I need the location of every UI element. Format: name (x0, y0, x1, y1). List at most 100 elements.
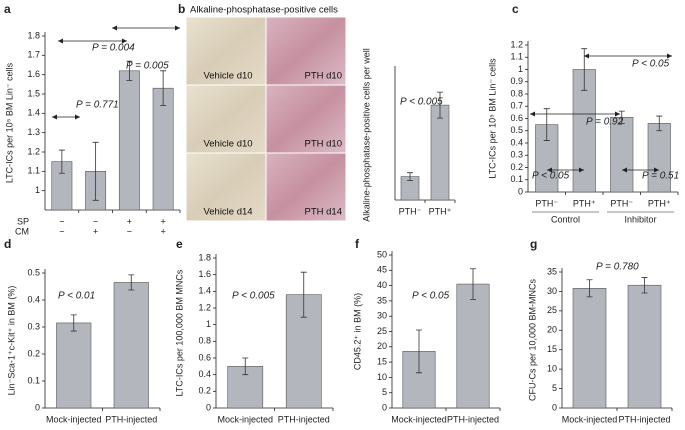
y-tick-label: 1 (206, 319, 211, 329)
y-tick-label: 0.6 (510, 113, 523, 123)
y-tick-label: 0.7 (510, 101, 523, 111)
x-tick-label: PTH⁻ (610, 198, 633, 208)
y-tick-label: 0.2 (27, 348, 40, 358)
y-tick-label: 1.2 (27, 146, 40, 156)
y-tick-label: 0 (552, 402, 557, 412)
y-tick-label: 1.2 (198, 302, 211, 312)
y-tick-label: 0.3 (27, 321, 40, 331)
y-tick-label: 0.2 (198, 386, 211, 396)
y-axis-label: CFU-Cs per 10,000 BM-MNCs (527, 278, 537, 401)
micrograph (185, 16, 267, 86)
x-tick-label: PTH-injected (618, 414, 670, 424)
y-tick-label: 0.1 (27, 375, 40, 385)
p-value-annotation: P < 0.005 (400, 97, 443, 108)
y-tick-label: 1.1 (510, 52, 523, 62)
y-tick-label: 0.2 (510, 162, 523, 172)
x-tick-label: PTH⁻ (399, 206, 422, 216)
p-value-annotation: P < 0.01 (58, 291, 95, 302)
x-tick-label: PTH⁺ (429, 206, 452, 216)
bar (152, 87, 174, 211)
category-row-value: + (127, 216, 132, 226)
y-tick-label: 15 (377, 356, 387, 366)
x-tick-label: Mock-injected (217, 414, 273, 424)
error-bar (416, 329, 422, 374)
y-tick-label: 0.8 (510, 88, 523, 98)
y-tick-label: 1.8 (27, 30, 40, 40)
y-axis-label: LTC-ICs per 10⁵ BM Lin⁻ cells (487, 58, 497, 179)
y-tick-label: 0 (382, 402, 387, 412)
bar (113, 282, 149, 409)
error-bar (407, 172, 413, 181)
p-value-annotation: P = 0.51 (642, 171, 679, 182)
y-tick-label: 40 (377, 280, 387, 290)
y-tick-label: 0 (206, 402, 211, 412)
bar (118, 70, 140, 211)
y-tick-label: 0.9 (510, 76, 523, 86)
y-tick-label: 30 (377, 311, 387, 321)
y-tick-label: 25 (377, 326, 387, 336)
x-tick-label: Mock-injected (46, 414, 102, 424)
bar (430, 104, 450, 201)
micrograph (265, 84, 347, 154)
y-tick-label: 0.4 (510, 137, 523, 147)
micrograph-label: Vehicle d14 (203, 207, 252, 218)
micrograph-label: PTH d14 (305, 207, 343, 218)
y-axis-label: LTC-ICs per 10⁵ BM Lin⁻ cells (4, 62, 14, 183)
y-tick-label: 1.4 (198, 286, 211, 296)
y-tick-label: 1 (35, 185, 40, 195)
micrograph-label: Vehicle d10 (203, 71, 252, 82)
y-tick-label: 5 (552, 383, 557, 393)
y-tick-label: 10 (377, 372, 387, 382)
micrograph-label: PTH d10 (305, 139, 343, 150)
x-tick-label: PTH-injected (278, 414, 330, 424)
group-label: Control (551, 214, 580, 224)
error-bar (437, 91, 443, 119)
error-bar (128, 274, 135, 291)
micrograph-label: PTH d10 (305, 71, 343, 82)
y-tick-label: 1.6 (198, 269, 211, 279)
y-tick-label: 35 (377, 295, 387, 305)
x-tick-label: PTH⁺ (573, 198, 596, 208)
error-bar (641, 277, 648, 294)
x-tick-label: PTH⁺ (648, 198, 671, 208)
y-tick-label: 0.1 (510, 174, 523, 184)
y-tick-label: 30 (547, 286, 557, 296)
p-value-annotation: P = 0.771 (76, 100, 119, 111)
y-tick-label: 0.6 (198, 352, 211, 362)
error-bar (618, 110, 625, 124)
y-axis-label: CD45.2⁺ in BM (%) (352, 293, 362, 370)
bar (610, 116, 634, 193)
x-tick-label: PTH-injected (447, 414, 499, 424)
category-row-value: − (59, 226, 64, 236)
panel-letter: a (4, 2, 11, 16)
panel-letter: b (178, 2, 185, 16)
y-tick-label: 1 (518, 64, 523, 74)
bar (627, 284, 662, 409)
p-value-annotation: P = 0.780 (596, 262, 639, 273)
category-row-value: + (160, 226, 165, 236)
p-value-annotation: P = 0.004 (92, 43, 135, 54)
y-tick-label: 0 (35, 402, 40, 412)
panel-letter: d (4, 237, 11, 251)
p-value-annotation: P < 0.005 (232, 291, 275, 302)
y-tick-label: 0.8 (198, 336, 211, 346)
y-tick-label: 35 (547, 266, 557, 276)
y-axis-label: Lin⁻Sca-1⁺c-Kit⁺ in BM (%) (6, 286, 16, 396)
y-tick-label: 45 (377, 265, 387, 275)
y-tick-label: 20 (377, 341, 387, 351)
category-row-name: SP (17, 216, 29, 226)
category-row-value: + (160, 216, 165, 226)
bar (647, 123, 671, 193)
error-bar (586, 279, 593, 298)
y-tick-label: 1.3 (27, 127, 40, 137)
error-bar (300, 271, 307, 318)
bar (572, 288, 607, 409)
y-tick-label: 1.1 (27, 166, 40, 176)
y-tick-label: 1.4 (27, 108, 40, 118)
category-row-value: − (93, 216, 98, 226)
p-value-annotation: P < 0.05 (412, 291, 450, 302)
bar (56, 322, 92, 409)
y-tick-label: 1.5 (27, 88, 40, 98)
x-tick-label: PTH⁻ (535, 198, 558, 208)
error-bar (656, 115, 663, 132)
